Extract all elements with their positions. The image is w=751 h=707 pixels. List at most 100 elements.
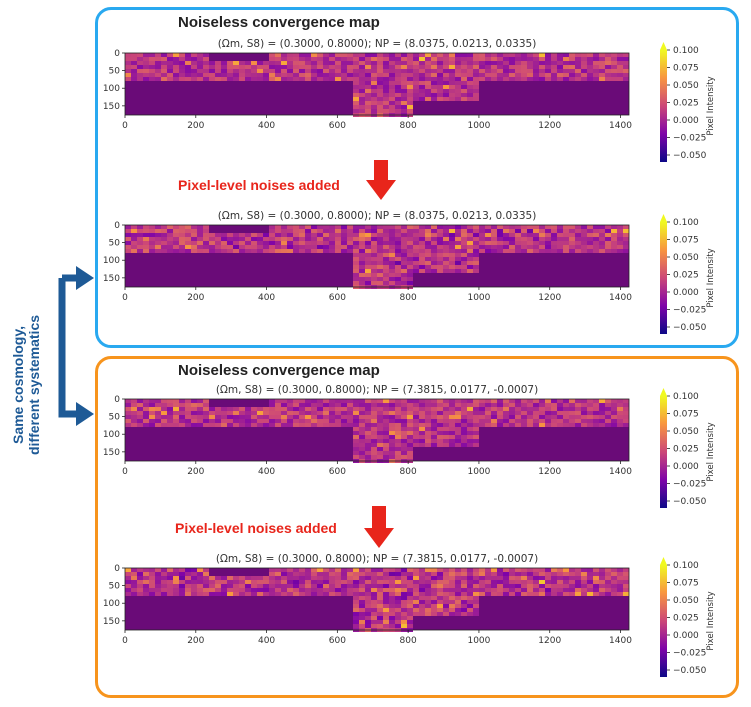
group-frame-2	[95, 356, 739, 698]
x-tick-label: 1000	[467, 636, 490, 646]
group-1-noise-label: Pixel-level noises added	[178, 177, 340, 193]
x-tick-label: 800	[400, 467, 417, 477]
chart-title: (Ωm, S8) = (0.3000, 0.8000); NP = (8.037…	[218, 38, 537, 50]
x-tick-label: 200	[187, 293, 204, 303]
colorbar-tick-label: 0.100	[673, 392, 699, 402]
x-tick-label: 400	[258, 636, 275, 646]
convergence-map	[125, 53, 629, 117]
y-tick-label: 150	[103, 617, 120, 627]
colorbar	[660, 565, 667, 677]
group-2-noise-label: Pixel-level noises added	[175, 520, 337, 536]
colorbar-tick-label: −0.025	[673, 306, 706, 316]
group-2-title: Noiseless convergence map	[178, 362, 380, 379]
colorbar-tick-label: 0.075	[673, 236, 699, 246]
x-tick-label: 1400	[609, 293, 632, 303]
panel-2: (Ωm, S8) = (0.3000, 0.8000); NP = (8.037…	[103, 210, 716, 334]
x-tick-label: 1200	[538, 293, 561, 303]
colorbar-tick-label: 0.075	[673, 410, 699, 420]
colorbar-tick-label: 0.050	[673, 427, 699, 437]
y-tick-label: 150	[103, 102, 120, 112]
colorbar-tick-label: −0.050	[673, 497, 707, 507]
x-tick-label: 1400	[609, 636, 632, 646]
group-1-title: Noiseless convergence map	[178, 14, 380, 31]
colorbar-label: Pixel Intensity	[706, 422, 716, 481]
x-tick-label: 1400	[609, 467, 632, 477]
noise-arrow-2	[364, 506, 394, 548]
chart-title: (Ωm, S8) = (0.3000, 0.8000); NP = (7.381…	[216, 553, 538, 565]
noise-arrow-1	[366, 160, 396, 200]
y-tick-label: 100	[103, 599, 120, 609]
x-tick-label: 1400	[609, 121, 632, 131]
convergence-map	[125, 568, 629, 632]
colorbar-tick-label: 0.100	[673, 218, 699, 228]
group-frame-1	[95, 7, 739, 348]
x-tick-label: 1200	[538, 467, 561, 477]
colorbar	[660, 50, 667, 162]
colorbar-tick-label: −0.025	[673, 649, 706, 659]
colorbar-tick-label: 0.025	[673, 614, 699, 624]
chart-title: (Ωm, S8) = (0.3000, 0.8000); NP = (7.381…	[216, 384, 538, 396]
y-tick-label: 100	[103, 256, 120, 266]
colorbar-label: Pixel Intensity	[706, 591, 716, 650]
colorbar-tick-label: 0.050	[673, 81, 699, 91]
x-tick-label: 200	[187, 121, 204, 131]
y-tick-label: 0	[114, 564, 120, 574]
colorbar-tick-label: −0.025	[673, 134, 706, 144]
convergence-map	[125, 399, 629, 463]
x-tick-label: 800	[400, 293, 417, 303]
colorbar-tick-label: 0.050	[673, 596, 699, 606]
panel-3: (Ωm, S8) = (0.3000, 0.8000); NP = (7.381…	[103, 384, 716, 508]
colorbar	[660, 396, 667, 508]
colorbar-extend-arrow	[660, 214, 667, 222]
x-tick-label: 0	[122, 467, 128, 477]
convergence-map	[125, 225, 629, 289]
x-tick-label: 1000	[467, 121, 490, 131]
y-tick-label: 100	[103, 430, 120, 440]
colorbar-tick-label: −0.025	[673, 480, 706, 490]
colorbar-tick-label: 0.075	[673, 579, 699, 589]
colorbar-tick-label: 0.050	[673, 253, 699, 263]
y-tick-label: 0	[114, 395, 120, 405]
x-tick-label: 400	[258, 121, 275, 131]
y-tick-label: 150	[103, 448, 120, 458]
colorbar-tick-label: 0.025	[673, 99, 699, 109]
y-tick-label: 50	[109, 67, 121, 77]
y-tick-label: 0	[114, 49, 120, 59]
colorbar-label: Pixel Intensity	[706, 248, 716, 307]
colorbar-tick-label: 0.100	[673, 46, 699, 56]
x-tick-label: 400	[258, 293, 275, 303]
panel-4: (Ωm, S8) = (0.3000, 0.8000); NP = (7.381…	[103, 553, 716, 677]
x-tick-label: 1000	[467, 293, 490, 303]
chart-title: (Ωm, S8) = (0.3000, 0.8000); NP = (8.037…	[218, 210, 537, 222]
x-tick-label: 1200	[538, 636, 561, 646]
x-tick-label: 1200	[538, 121, 561, 131]
y-tick-label: 150	[103, 274, 120, 284]
colorbar-tick-label: 0.000	[673, 631, 699, 641]
colorbar-tick-label: 0.025	[673, 445, 699, 455]
y-tick-label: 100	[103, 84, 120, 94]
colorbar-tick-label: 0.000	[673, 116, 699, 126]
colorbar-tick-label: −0.050	[673, 151, 707, 161]
x-tick-label: 0	[122, 293, 128, 303]
x-tick-label: 800	[400, 636, 417, 646]
colorbar-extend-arrow	[660, 557, 667, 565]
y-tick-label: 50	[109, 239, 121, 249]
colorbar-tick-label: 0.075	[673, 64, 699, 74]
x-tick-label: 200	[187, 636, 204, 646]
x-tick-label: 800	[400, 121, 417, 131]
y-tick-label: 50	[109, 582, 121, 592]
panel-1: (Ωm, S8) = (0.3000, 0.8000); NP = (8.037…	[103, 38, 716, 162]
x-tick-label: 200	[187, 467, 204, 477]
colorbar-tick-label: 0.000	[673, 288, 699, 298]
colorbar-extend-arrow	[660, 42, 667, 50]
x-tick-label: 600	[329, 121, 346, 131]
x-tick-label: 600	[329, 467, 346, 477]
colorbar-tick-label: 0.100	[673, 561, 699, 571]
colorbar-tick-label: 0.000	[673, 462, 699, 472]
colorbar-tick-label: −0.050	[673, 666, 707, 676]
y-tick-label: 50	[109, 413, 121, 423]
x-tick-label: 600	[329, 636, 346, 646]
bracket-arrow	[58, 266, 94, 426]
x-tick-label: 1000	[467, 467, 490, 477]
